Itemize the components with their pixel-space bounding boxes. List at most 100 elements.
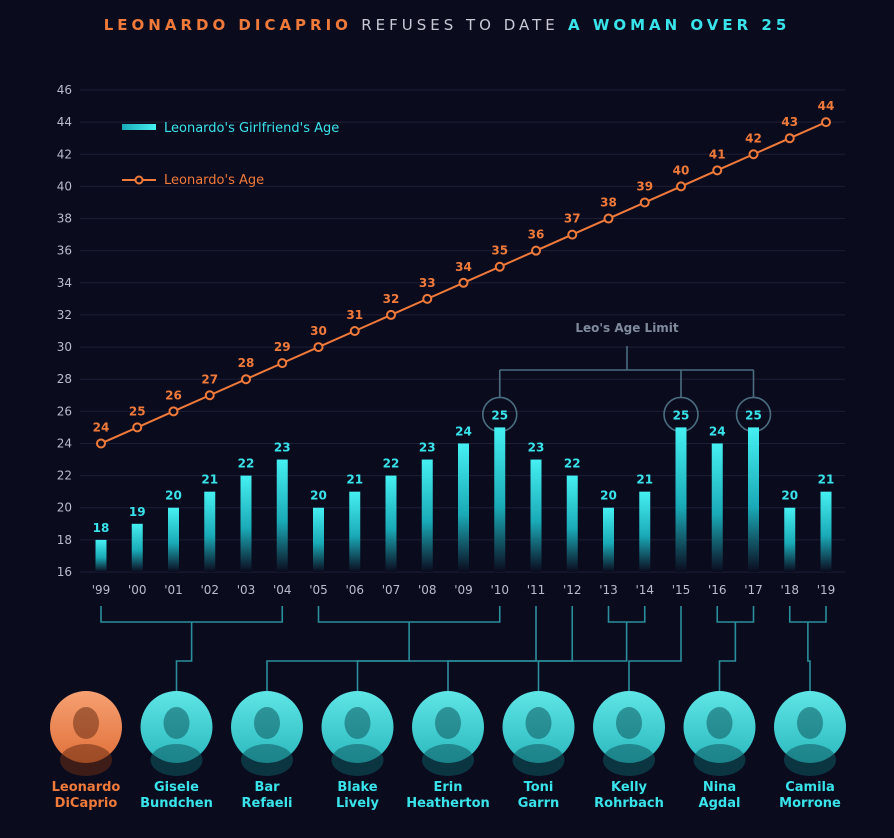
avatar-head: [616, 707, 642, 739]
leo-age-point: [132, 422, 143, 433]
leo-age-point: [204, 390, 215, 401]
x-tick-label: '08: [418, 583, 437, 597]
leo-age-label: 31: [346, 308, 363, 322]
bar-girlfriend-age: [820, 491, 832, 572]
avatar-shoulders: [693, 744, 746, 776]
avatar-shoulders: [603, 744, 655, 776]
leo-age-label: 42: [745, 131, 762, 145]
y-tick-label: 20: [57, 501, 72, 515]
leo-age-point: [784, 133, 795, 144]
legend-marker-leo: [134, 175, 144, 185]
avatar-head: [254, 707, 280, 739]
bar-girlfriend-age: [675, 427, 687, 572]
year-range-bracket: [716, 606, 755, 623]
leo-age-label: 35: [491, 244, 508, 258]
bar-girlfriend-age: [385, 475, 397, 572]
x-tick-label: '06: [345, 583, 364, 597]
y-tick-label: 26: [57, 404, 72, 418]
leo-age-label: 39: [636, 179, 653, 193]
x-tick-label: '16: [708, 583, 727, 597]
year-range-bracket: [607, 606, 646, 623]
leo-age-label: 41: [709, 147, 726, 161]
avatar-shoulders: [331, 744, 384, 776]
avatar-head: [706, 707, 733, 739]
bar-value-label: 19: [129, 505, 146, 519]
bar-value-label: 23: [274, 441, 291, 455]
person-name-line1: Bar: [254, 780, 280, 795]
person-name-line2: Agdal: [699, 796, 741, 811]
year-range-bracket: [788, 606, 827, 623]
x-tick-label: '02: [200, 583, 219, 597]
leo-age-point: [567, 229, 578, 240]
y-tick-label: 16: [57, 565, 72, 579]
x-tick-label: '07: [382, 583, 401, 597]
bar-girlfriend-age: [349, 491, 361, 572]
leo-age-label: 25: [129, 404, 146, 418]
x-tick-label: '04: [273, 583, 292, 597]
leo-age-point: [603, 213, 614, 224]
avatar: [502, 691, 575, 776]
bar-value-label: 25: [673, 408, 690, 422]
person-name-line1: Blake: [337, 780, 377, 795]
x-tick-label: '09: [454, 583, 473, 597]
leo-age-label: 37: [564, 212, 581, 226]
leo-age-point: [531, 245, 541, 256]
bar-value-label: 25: [745, 408, 762, 422]
person-name-line2: Refaeli: [242, 796, 293, 811]
person-name-line1: Camila: [785, 780, 835, 795]
person-name-line2: Rohrbach: [594, 796, 664, 811]
avatar-shoulders: [150, 744, 203, 776]
leo-age-label: 40: [673, 163, 690, 177]
avatar-shoulders: [784, 744, 836, 776]
y-tick-label: 36: [57, 244, 72, 258]
avatar: [231, 691, 303, 776]
avatar-head: [163, 707, 190, 739]
bar-girlfriend-age: [711, 443, 723, 572]
x-tick-label: '14: [635, 583, 654, 597]
leo-age-label: 43: [781, 115, 798, 129]
leo-age-point: [676, 181, 686, 192]
leo-age-point: [96, 438, 106, 449]
bar-value-label: 21: [201, 473, 218, 487]
bar-girlfriend-age: [748, 427, 759, 572]
bar-value-label: 23: [419, 441, 436, 455]
leo-age-label: 38: [600, 196, 617, 210]
avatar: [774, 691, 846, 776]
person-name-line2: Lively: [336, 796, 379, 811]
x-tick-label: '10: [490, 583, 509, 597]
x-tick-label: '18: [780, 583, 799, 597]
x-tick-label: '19: [817, 583, 836, 597]
avatar-shoulders: [422, 744, 474, 776]
bar-girlfriend-age: [566, 475, 578, 572]
bar-value-label: 21: [818, 473, 835, 487]
person-name-line1: Gisele: [154, 780, 199, 795]
bar-girlfriend-age: [603, 507, 614, 572]
leo-age-label: 32: [383, 292, 400, 306]
avatar-shoulders: [241, 744, 293, 776]
bar-value-label: 20: [310, 489, 327, 503]
leo-age-label: 28: [238, 356, 255, 370]
avatar-shoulders: [60, 744, 112, 776]
legend-label-girlfriend: Leonardo's Girlfriend's Age: [164, 121, 339, 136]
chart-title: LEONARDO DICAPRIO REFUSES TO DATE A WOMA…: [0, 16, 894, 34]
y-tick-label: 46: [57, 83, 72, 97]
x-tick-label: '99: [92, 583, 111, 597]
person-name-line2: Heatherton: [406, 796, 490, 811]
leo-age-point: [277, 358, 288, 369]
title-part-3: A WOMAN OVER 25: [567, 16, 791, 34]
y-tick-label: 34: [57, 276, 72, 290]
person-connector: [447, 606, 574, 691]
y-tick-label: 40: [57, 179, 72, 193]
leo-age-label: 33: [419, 276, 436, 290]
y-tick-label: 22: [57, 469, 72, 483]
y-tick-label: 18: [57, 533, 72, 547]
bar-value-label: 23: [528, 441, 545, 455]
leo-age-point: [748, 149, 759, 160]
bar-girlfriend-age: [530, 459, 542, 572]
avatar-head: [73, 707, 99, 739]
bar-value-label: 22: [383, 457, 400, 471]
leo-age-point: [821, 117, 831, 128]
person-name-line1: Leonardo: [52, 780, 121, 795]
person-name-line1: Kelly: [611, 780, 648, 795]
